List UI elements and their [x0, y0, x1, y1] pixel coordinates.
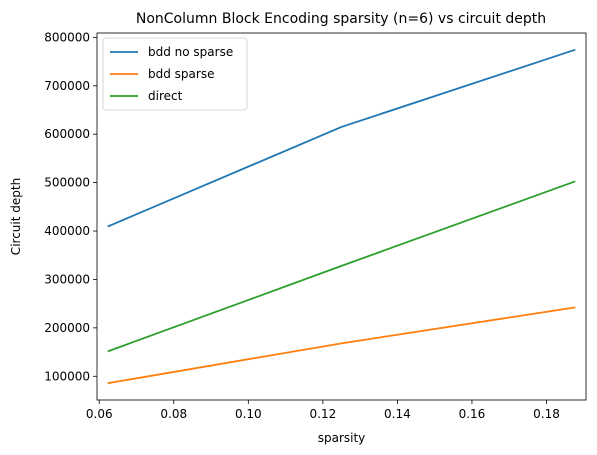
x-axis-title: sparsity [318, 431, 366, 445]
x-tick-label: 0.12 [310, 407, 337, 421]
y-axis-title: Circuit depth [9, 178, 23, 255]
y-tick-label: 100000 [44, 369, 90, 383]
legend-label: bdd no sparse [148, 45, 233, 59]
legend: bdd no sparse bdd sparse direct [102, 37, 248, 111]
series-lines [107, 48, 576, 385]
y-tick-label: 600000 [44, 127, 90, 141]
legend-box [102, 37, 248, 111]
y-tick-label: 700000 [44, 79, 90, 93]
series-line-1 [107, 48, 576, 228]
x-tick-label: 0.08 [160, 407, 187, 421]
y-tick-label: 500000 [44, 176, 90, 190]
y-tick-label: 300000 [44, 272, 90, 286]
x-tick-label: 0.18 [533, 407, 560, 421]
series-line-3 [107, 180, 576, 353]
y-tick-label: 200000 [44, 321, 90, 335]
y-axis: 100000 200000 300000 400000 500000 600000 7000… [44, 30, 97, 383]
legend-label: direct [148, 89, 183, 103]
chart-title: NonColumn Block Encoding sparsity (n=6) … [136, 11, 546, 27]
x-tick-label: 0.10 [235, 407, 262, 421]
y-tick-label: 800000 [44, 30, 90, 44]
plot-frame [96, 32, 587, 401]
series-line-2 [107, 306, 576, 385]
x-tick-label: 0.14 [384, 407, 411, 421]
legend-label: bdd sparse [148, 67, 214, 81]
x-tick-label: 0.06 [86, 407, 113, 421]
x-tick-label: 0.16 [459, 407, 486, 421]
x-axis: 0.06 0.08 0.10 0.12 0.14 0.16 0.18 [86, 400, 560, 421]
y-tick-label: 400000 [44, 224, 90, 238]
